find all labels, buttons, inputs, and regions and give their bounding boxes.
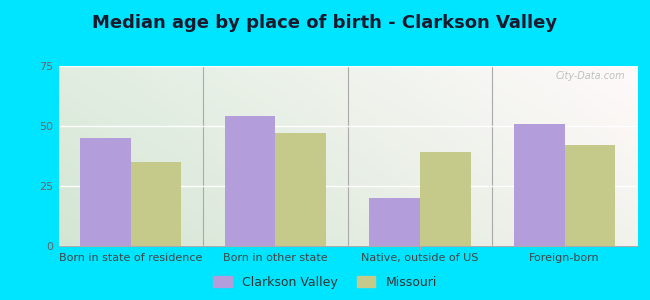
- Bar: [420, 152, 471, 246]
- Bar: [514, 124, 565, 246]
- Bar: [369, 198, 420, 246]
- Bar: [225, 116, 276, 246]
- Bar: [80, 138, 131, 246]
- Text: Median age by place of birth - Clarkson Valley: Median age by place of birth - Clarkson …: [92, 14, 558, 32]
- Bar: [565, 145, 616, 246]
- Bar: [131, 162, 181, 246]
- Legend: Clarkson Valley, Missouri: Clarkson Valley, Missouri: [208, 271, 442, 294]
- Bar: [276, 133, 326, 246]
- Text: City-Data.com: City-Data.com: [556, 71, 625, 81]
